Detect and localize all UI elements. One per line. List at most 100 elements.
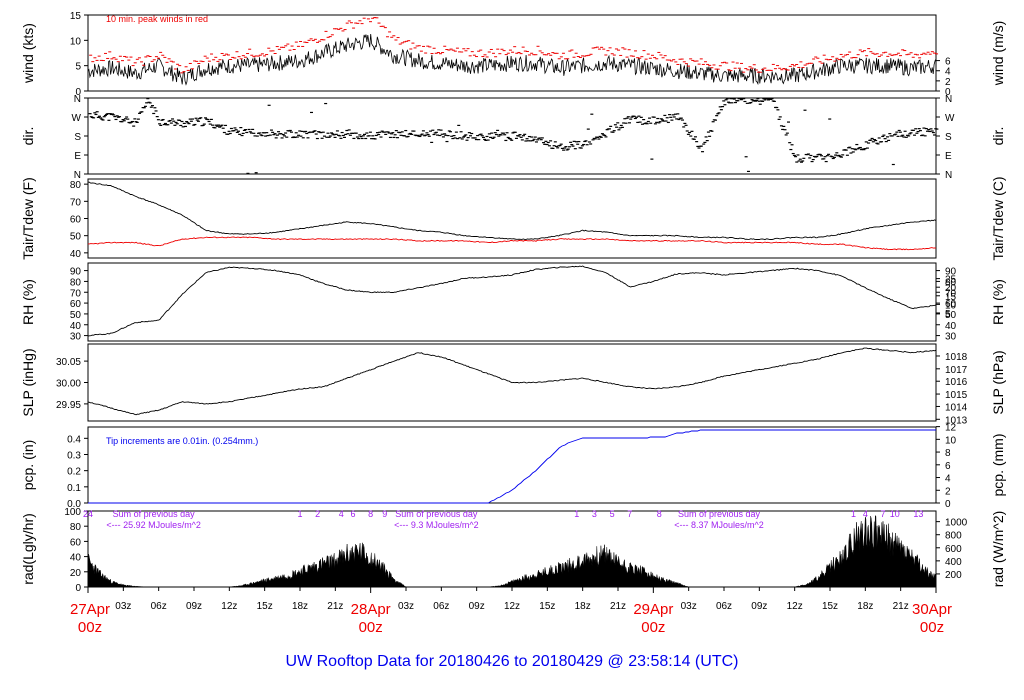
daily-total-value: <--- 25.92 MJoules/m^2 <box>106 520 201 530</box>
x-tick-label: 06z <box>433 601 449 612</box>
right-tick-label: W <box>945 113 955 124</box>
right-tick-label: 1013 <box>945 415 968 426</box>
x-date-label: 29Apr <box>633 601 673 618</box>
left-tick-label: S <box>74 132 81 143</box>
left-tick-label: 0.3 <box>67 450 81 461</box>
hour-tick-label: 1 <box>297 509 302 519</box>
series-wind-line <box>87 33 937 86</box>
left-tick-label: 80 <box>70 277 82 288</box>
left-axis-label: wind (kts) <box>20 23 36 84</box>
x-tick-label: 12z <box>504 601 520 612</box>
panel-frame <box>87 97 937 175</box>
right-tick-label: 70 <box>945 288 957 299</box>
panel-annotation: 10 min. peak winds in red <box>106 14 208 24</box>
hour-tick-label: 5 <box>610 509 615 519</box>
right-tick-label: 80 <box>945 277 957 288</box>
right-tick-label: 2 <box>945 77 951 88</box>
x-tick-label: 21z <box>893 601 909 612</box>
right-tick-label: 0 <box>945 87 951 98</box>
left-tick-label: E <box>74 151 81 162</box>
left-tick-label: 50 <box>70 232 82 243</box>
x-tick-label: 18z <box>292 601 308 612</box>
right-tick-label: N <box>945 170 952 181</box>
right-tick-label: 2 <box>945 486 951 497</box>
right-tick-label: 5 <box>945 309 951 320</box>
right-tick-label: 40 <box>945 321 957 332</box>
left-tick-label: 30.05 <box>56 357 81 368</box>
series-peak-marks <box>89 17 939 74</box>
right-tick-label: E <box>945 151 952 162</box>
left-tick-label: 15 <box>70 11 82 22</box>
left-tick-label: 30.00 <box>56 379 81 390</box>
right-tick-label: 800 <box>945 531 962 542</box>
left-tick-label: 0 <box>75 87 81 98</box>
panel-frame <box>87 510 937 588</box>
right-tick-label: 90 <box>945 267 957 278</box>
left-tick-label: 40 <box>70 321 82 332</box>
right-tick-label: 6 <box>945 461 951 472</box>
hour-tick-label: 1 <box>574 509 579 519</box>
x-tick-label: 09z <box>186 601 202 612</box>
x-tick-label: 18z <box>857 601 873 612</box>
right-tick-label: 6 <box>945 57 951 68</box>
x-date-time: 00z <box>920 619 944 636</box>
right-tick-label: 60 <box>945 299 957 310</box>
left-tick-label: 50 <box>70 310 82 321</box>
left-tick-label: 100 <box>64 507 81 518</box>
right-tick-label: 600 <box>945 544 962 555</box>
x-tick-label: 15z <box>539 601 555 612</box>
left-tick-label: 0 <box>75 583 81 594</box>
right-axis-label: pcp. (mm) <box>990 434 1006 497</box>
left-axis-label: SLP (inHg) <box>20 348 36 416</box>
x-tick-label: 03z <box>115 601 131 612</box>
x-date-time: 00z <box>641 619 665 636</box>
right-tick-label: 10 <box>945 435 957 446</box>
right-tick-label: 200 <box>945 570 962 581</box>
daily-total-value: <--- 8.37 MJoules/m^2 <box>674 520 764 530</box>
left-tick-label: N <box>74 94 81 105</box>
right-tick-label: 20 <box>945 283 957 294</box>
right-tick-label: 12 <box>945 423 957 434</box>
hour-tick-label: 6 <box>350 509 355 519</box>
left-tick-label: 80 <box>70 522 82 533</box>
right-tick-label: 10 <box>945 300 957 311</box>
right-tick-label: 1014 <box>945 402 968 413</box>
left-axis-label: Tair/Tdew (F) <box>20 177 36 259</box>
x-date-label: 30Apr <box>912 601 952 618</box>
series-radiation-area <box>87 514 937 588</box>
left-tick-label: 70 <box>70 197 82 208</box>
hour-tick-label: 3 <box>592 509 597 519</box>
hour-tick-label: 8 <box>657 509 662 519</box>
right-tick-label: 30 <box>945 332 957 343</box>
x-tick-label: 15z <box>257 601 273 612</box>
right-tick-label: 1000 <box>945 518 968 529</box>
left-tick-label: 60 <box>70 299 82 310</box>
hour-tick-label: 7 <box>627 509 632 519</box>
left-axis-label: pcp. (in) <box>20 440 36 491</box>
x-tick-label: 06z <box>716 601 732 612</box>
daily-total-title: Sum of previous day <box>395 509 478 519</box>
hour-tick-label: 2 <box>315 509 320 519</box>
x-date-time: 00z <box>359 619 383 636</box>
left-tick-label: 40 <box>70 553 82 564</box>
right-tick-label: 50 <box>945 310 957 321</box>
right-tick-label: 1017 <box>945 365 968 376</box>
hour-tick-label: 8 <box>368 509 373 519</box>
x-date-time: 00z <box>78 619 102 636</box>
x-tick-label: 21z <box>327 601 343 612</box>
panel-rad: 0 20 40 60 80 100 200 400 600 800 1000 rad(Lgly/hr)… <box>20 507 1006 594</box>
hour-tick-label: 9 <box>382 509 387 519</box>
left-tick-label: 40 <box>70 249 82 260</box>
left-tick-label: N <box>74 170 81 181</box>
hour-tick-label: 7 <box>880 509 885 519</box>
right-tick-label: 400 <box>945 557 962 568</box>
panel-frame <box>87 262 937 342</box>
hour-tick-label: 4 <box>863 509 868 519</box>
left-tick-label: 60 <box>70 215 82 226</box>
right-tick-label: 25 <box>945 275 957 286</box>
left-tick-label: 90 <box>70 267 82 278</box>
